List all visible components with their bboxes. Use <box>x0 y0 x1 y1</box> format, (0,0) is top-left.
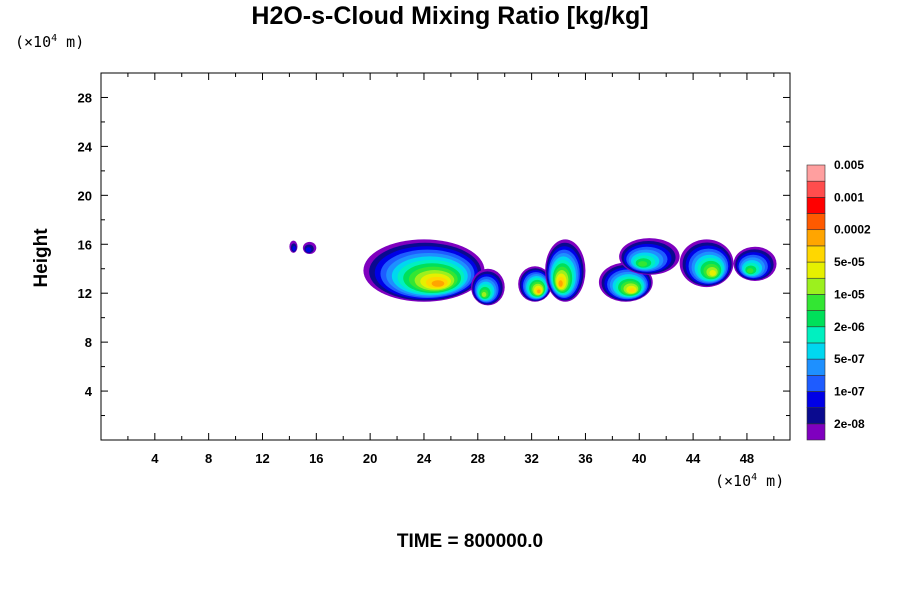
colorbar-swatch <box>806 245 826 263</box>
y-axis-unit: (×104 m) <box>15 33 85 51</box>
colorbar-label: 1e-05 <box>834 287 865 301</box>
cloud-contour <box>305 247 312 253</box>
cloud-region <box>518 266 552 302</box>
colorbar-swatch <box>806 197 826 214</box>
chart-title: H2O-s-Cloud Mixing Ratio [kg/kg] <box>251 2 649 30</box>
cloud-contour <box>628 288 636 293</box>
colorbar-swatch <box>806 423 826 441</box>
plot-frame <box>100 72 791 441</box>
x-tick-label: 32 <box>524 451 538 466</box>
y-tick-label: 4 <box>85 384 93 399</box>
cloud-contour <box>709 270 716 276</box>
colorbar-swatch <box>806 407 826 425</box>
colorbar-swatch <box>806 326 826 344</box>
x-tick-label: 8 <box>205 451 212 466</box>
y-tick-label: 16 <box>78 237 92 252</box>
x-tick-label: 36 <box>578 451 592 466</box>
x-tick-label: 12 <box>255 451 269 466</box>
y-tick-label: 28 <box>78 90 92 105</box>
cloud-region <box>545 239 586 302</box>
cloud-region <box>619 238 680 275</box>
colorbar-swatch <box>806 213 826 231</box>
colorbar-swatch <box>806 391 826 408</box>
y-tick-label: 12 <box>78 286 92 301</box>
colorbar-swatch <box>806 374 826 392</box>
colorbar-swatch <box>806 277 826 295</box>
cloud-contour <box>638 261 648 267</box>
cloud-region <box>471 268 505 306</box>
y-tick-label: 8 <box>85 335 92 350</box>
y-tick-label: 20 <box>78 188 92 203</box>
colorbar-swatch <box>806 358 826 376</box>
x-tick-label: 48 <box>740 451 754 466</box>
cloud-region <box>733 246 777 281</box>
colorbar-swatch <box>806 261 826 279</box>
colorbar: 2e-08 1e-07 5e-07 2e-06 1e-05 5e-05 0.0002 0.00… <box>806 158 871 441</box>
colorbar-label: 0.001 <box>834 190 864 204</box>
colorbar-label: 0.0002 <box>834 223 871 237</box>
x-tick-label: 44 <box>686 451 701 466</box>
cloud-region <box>679 239 734 288</box>
colorbar-swatch <box>806 164 826 182</box>
cloud-contour <box>558 280 563 287</box>
colorbar-swatch <box>806 229 826 247</box>
colorbar-swatch <box>806 310 826 328</box>
x-tick-label: 24 <box>417 451 432 466</box>
cloud-contour <box>537 289 541 294</box>
x-axis-unit: (×104 m) <box>715 472 785 490</box>
cloud-field <box>289 238 777 306</box>
x-tick-label: 28 <box>471 451 485 466</box>
time-label: TIME = 800000.0 <box>396 531 544 552</box>
cloud-contour <box>292 246 296 252</box>
colorbar-swatch <box>806 180 826 198</box>
colorbar-swatch <box>806 294 826 311</box>
colorbar-label: 5e-05 <box>834 255 865 269</box>
colorbar-label: 1e-07 <box>834 384 865 398</box>
colorbar-label: 2e-06 <box>834 320 865 334</box>
cloud-contour <box>481 292 487 297</box>
colorbar-label: 0.005 <box>834 158 864 172</box>
x-tick-label: 40 <box>632 451 646 466</box>
x-tick-label: 20 <box>363 451 377 466</box>
x-tick-label: 4 <box>151 451 159 466</box>
y-tick-label: 24 <box>78 139 93 154</box>
colorbar-swatch <box>806 342 826 360</box>
colorbar-label: 5e-07 <box>834 352 865 366</box>
colorbar-label: 2e-08 <box>834 417 865 431</box>
cloud-region <box>289 240 298 253</box>
cloud-contour <box>431 280 445 287</box>
x-tick-label: 16 <box>309 451 323 466</box>
cloud-region <box>302 241 317 255</box>
cloud-contour <box>747 268 754 274</box>
cloud-region <box>363 239 485 302</box>
